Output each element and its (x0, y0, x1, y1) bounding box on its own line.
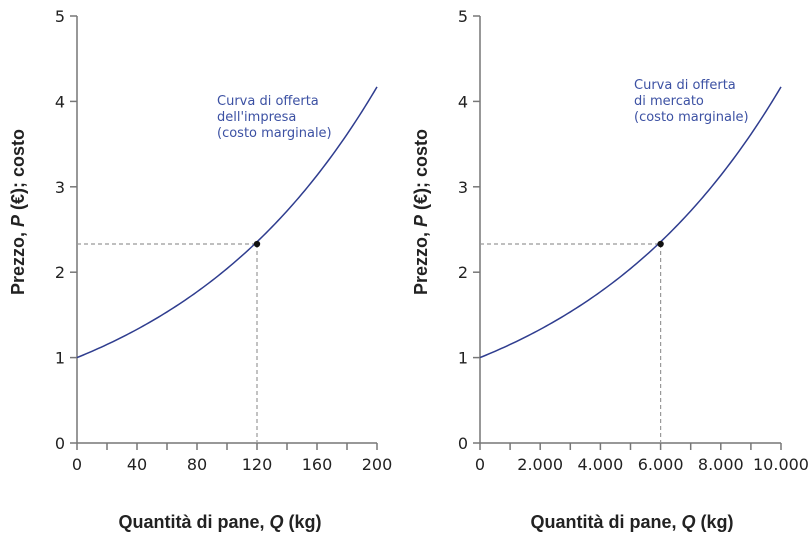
y-tick-label: 2 (55, 263, 65, 282)
x-tick-label: 40 (127, 455, 147, 474)
x-tick-label: 120 (242, 455, 273, 474)
chart-panel-1: 0 1 2 3 4 5 0 40 80 120 160 200 Curva di offerta dell… (8, 7, 392, 532)
x-axis-label: Quantità di pane, Q (kg) (530, 512, 733, 532)
x-axis-label-unit: (kg) (696, 512, 734, 532)
supply-curve (479, 86, 782, 359)
highlight-point (253, 240, 261, 248)
annotation-line: (costo marginale) (634, 110, 749, 125)
annotation-line: dell'impresa (217, 110, 296, 125)
highlight-point (657, 240, 664, 248)
x-axis-label-var: Q (270, 512, 284, 532)
y-tick-label: 3 (458, 178, 468, 197)
x-tick-label: 2.000 (517, 455, 563, 474)
y-tick-label: 3 (55, 178, 65, 197)
annotation-line: Curva di offerta (217, 94, 319, 109)
y-axis-label-text: Prezzo, (411, 227, 431, 295)
x-axis-label-unit: (kg) (284, 512, 322, 532)
y-tick-label: 1 (458, 349, 468, 368)
x-tick-label: 10.000 (753, 455, 809, 474)
y-axis-label: Prezzo, P (€); costo (411, 129, 431, 295)
y-tick-label: 0 (55, 434, 65, 453)
y-tick-label: 5 (55, 7, 65, 26)
annotation-line: Curva di offerta (634, 78, 736, 93)
y-axis-label-var: P (8, 214, 28, 227)
x-axis-label: Quantità di pane, Q (kg) (118, 512, 321, 532)
curve-annotation: Curva di offerta di mercato (costo margina… (634, 78, 749, 125)
x-tick-label: 8.000 (698, 455, 744, 474)
annotation-line: (costo marginale) (217, 126, 332, 141)
y-tick-label: 2 (458, 263, 468, 282)
y-tick-label: 5 (458, 7, 468, 26)
y-tick-label: 1 (55, 349, 65, 368)
y-axis-label: Prezzo, P (€); costo (8, 129, 28, 295)
y-tick-label: 4 (458, 92, 468, 111)
supply-curve (76, 86, 378, 359)
x-axis-label-text: Quantità di pane, (530, 512, 681, 532)
chart-panel-2: 0 1 2 3 4 5 0 2.000 4.000 6.000 8.000 10.000 Curva d… (411, 7, 809, 532)
x-tick-label: 4.000 (577, 455, 623, 474)
y-tick-label: 4 (55, 92, 65, 111)
curve-annotation: Curva di offerta dell'impresa (costo margi… (217, 94, 332, 141)
x-tick-label: 80 (187, 455, 207, 474)
x-axis-label-var: Q (682, 512, 696, 532)
x-tick-label: 6.000 (638, 455, 684, 474)
annotation-line: di mercato (634, 94, 704, 109)
y-axis-label-unit: (€); costo (8, 129, 28, 215)
y-axis-label-unit: (€); costo (411, 129, 431, 215)
x-tick-label: 160 (302, 455, 333, 474)
x-tick-label: 0 (72, 455, 82, 474)
x-tick-label: 200 (362, 455, 393, 474)
y-axis-label-var: P (411, 214, 431, 227)
y-tick-label: 0 (458, 434, 468, 453)
x-axis-label-text: Quantità di pane, (118, 512, 269, 532)
y-axis-label-text: Prezzo, (8, 227, 28, 295)
x-tick-label: 0 (475, 455, 485, 474)
